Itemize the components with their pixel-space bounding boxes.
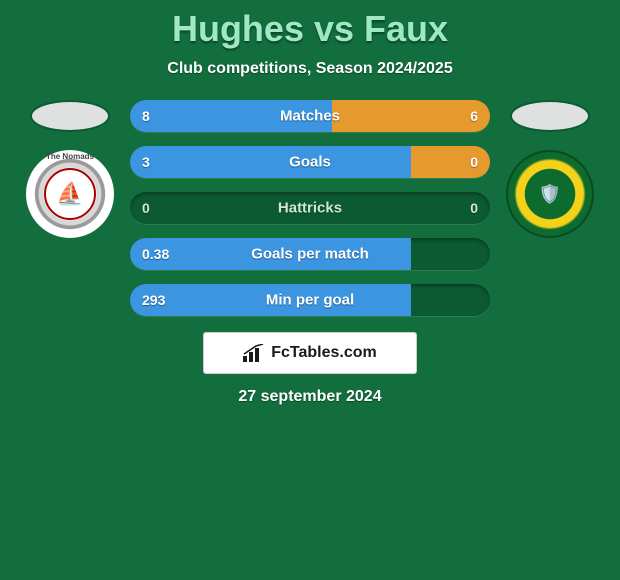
stat-label: Goals per match bbox=[130, 246, 490, 263]
stat-value-right: 6 bbox=[470, 108, 478, 124]
comparison-card: Hughes vs Faux Club competitions, Season… bbox=[0, 0, 620, 406]
club-left-emblem: ⛵ bbox=[44, 168, 96, 220]
stat-label: Matches bbox=[130, 108, 490, 125]
date-text: 27 september 2024 bbox=[0, 388, 620, 406]
club-badge-right: 🛡️ bbox=[506, 150, 594, 238]
brand-text: FcTables.com bbox=[271, 344, 377, 362]
stats-bars: Matches86Goals30Hattricks00Goals per mat… bbox=[130, 100, 490, 316]
stat-value-right: 0 bbox=[470, 200, 478, 216]
stat-value-left: 3 bbox=[142, 154, 150, 170]
club-badge-left: The Nomads ⛵ bbox=[26, 150, 114, 238]
bars-icon bbox=[243, 344, 265, 362]
brand-logo: FcTables.com bbox=[203, 332, 417, 374]
stat-bar: Matches8 6 bbox=[130, 100, 490, 132]
subtitle: Club competitions, Season 2024/2025 bbox=[0, 60, 620, 78]
stat-bar: Goals per match0.38 bbox=[130, 238, 490, 270]
content-row: The Nomads ⛵ Matches86Goals30Hattricks00… bbox=[0, 100, 620, 316]
player-silhouette-right bbox=[510, 100, 590, 132]
stat-value-left: 0.38 bbox=[142, 246, 169, 262]
stat-value-left: 0 bbox=[142, 200, 150, 216]
stat-bar: Hattricks0 0 bbox=[130, 192, 490, 224]
club-left-arc-text: The Nomads bbox=[46, 152, 94, 161]
stat-bar: Min per goal293 bbox=[130, 284, 490, 316]
stat-label: Goals bbox=[130, 154, 490, 171]
page-title: Hughes vs Faux bbox=[0, 8, 620, 50]
stat-bar: Goals3 0 bbox=[130, 146, 490, 178]
left-column: The Nomads ⛵ bbox=[20, 100, 120, 238]
club-right-emblem: 🛡️ bbox=[530, 174, 570, 214]
player-silhouette-left bbox=[30, 100, 110, 132]
right-column: 🛡️ bbox=[500, 100, 600, 238]
stat-value-right: 0 bbox=[470, 154, 478, 170]
stat-label: Hattricks bbox=[130, 200, 490, 217]
stat-value-left: 293 bbox=[142, 292, 165, 308]
stat-value-left: 8 bbox=[142, 108, 150, 124]
stat-label: Min per goal bbox=[130, 292, 490, 309]
